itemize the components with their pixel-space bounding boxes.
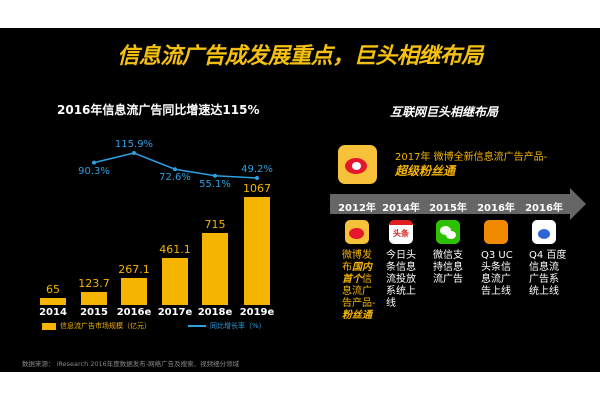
- baidu-icon: [532, 220, 556, 244]
- x-tick-label: 2016e: [116, 307, 152, 318]
- timeline-description: Q3 UC头条信息流广告上线: [481, 250, 513, 297]
- line-point: [92, 160, 96, 165]
- bar-value-label: 461.1: [159, 243, 191, 257]
- bar: [40, 298, 66, 305]
- line-value-label: 49.2%: [241, 164, 273, 175]
- description-part: 信息流广告产品-: [342, 274, 376, 309]
- x-tick-label: 2019e: [239, 307, 275, 318]
- timeline-description: 微博发布国内首个信息流广告产品-粉丝通: [342, 250, 380, 322]
- description-part: 微博发布: [342, 250, 372, 273]
- wechat-icon: [436, 220, 460, 244]
- right-subtitle: 互联网巨头相继布局: [390, 105, 499, 119]
- legend-bar: 信息流广告市场规模（亿元）: [42, 321, 151, 331]
- slide: 信息流广告成发展重点，巨头相继布局 2016年信息流广告同比增速达115% 65…: [0, 28, 600, 372]
- x-tick-label: 2014: [39, 307, 67, 318]
- legend-line: 同比增长率（%）: [188, 321, 266, 331]
- description-part: 国内首个: [342, 262, 372, 285]
- legend-line-swatch: [188, 325, 206, 327]
- bar-value-label: 65: [46, 283, 60, 297]
- legend-bar-swatch: [42, 322, 56, 330]
- line-point: [255, 176, 259, 180]
- bar-value-label: 123.7: [78, 277, 110, 291]
- legend-bar-label: 信息流广告市场规模（亿元）: [60, 322, 151, 330]
- weibo-icon: [338, 145, 377, 184]
- line-value-label: 90.3%: [78, 165, 110, 177]
- growth-line: [92, 151, 259, 180]
- x-tick-label: 2015: [80, 307, 108, 318]
- toutiao-icon: 头条: [389, 220, 413, 244]
- uc-icon: [484, 220, 508, 244]
- x-tick-label: 2017e: [157, 307, 193, 318]
- bar-value-label: 715: [204, 217, 226, 231]
- timeline-description: Q4 百度信息流广告系统上线: [529, 250, 567, 297]
- line-value-label: 115.9%: [114, 139, 154, 150]
- x-tick-label: 2018e: [197, 307, 233, 318]
- timeline-arrow: [330, 188, 586, 220]
- bar: [81, 292, 107, 305]
- chart-subtitle: 2016年信息流广告同比增速达115%: [57, 103, 260, 117]
- line-value-label: 55.1%: [199, 178, 231, 190]
- bar: [162, 258, 188, 305]
- timeline-year: 2012年: [338, 203, 376, 214]
- bar: [244, 197, 270, 305]
- bar-value-label: 1067: [243, 182, 271, 195]
- weibo-icon: [345, 220, 369, 244]
- headline-product: 超级粉丝通: [395, 164, 456, 178]
- description-part: 粉丝通: [342, 310, 372, 321]
- timeline-description: 今日头条信息流投放系统上线: [386, 250, 416, 309]
- legend-line-label: 同比增长率（%）: [210, 322, 266, 330]
- timeline-year: 2014年: [382, 203, 420, 214]
- timeline-year: 2015年: [429, 203, 467, 214]
- toutiao-icon-text: 头条: [393, 229, 409, 238]
- line-point: [213, 173, 217, 178]
- bar: [202, 232, 228, 305]
- timeline-year: 2016年: [477, 203, 515, 214]
- bar-line-chart: 65 2014 123.7 2015 267.1 2016e 461.1 2017e 715 20…: [0, 28, 300, 372]
- line-point: [132, 151, 136, 155]
- page-title: 信息流广告成发展重点，巨头相继布局: [117, 44, 483, 69]
- timeline-year: 2016年: [525, 203, 563, 214]
- line-point: [173, 167, 177, 172]
- line-value-label: 72.6%: [159, 172, 191, 184]
- source-note: 数据来源： iResearch 2016年度数据发布-网络广告及搜索、视频细分领…: [22, 360, 240, 368]
- bar-value-label: 267.1: [118, 262, 150, 276]
- headline: 2017年 微博全新信息流广告产品-: [395, 152, 548, 163]
- timeline-description: 微信支持信息流广告: [433, 250, 463, 285]
- bar: [121, 277, 147, 305]
